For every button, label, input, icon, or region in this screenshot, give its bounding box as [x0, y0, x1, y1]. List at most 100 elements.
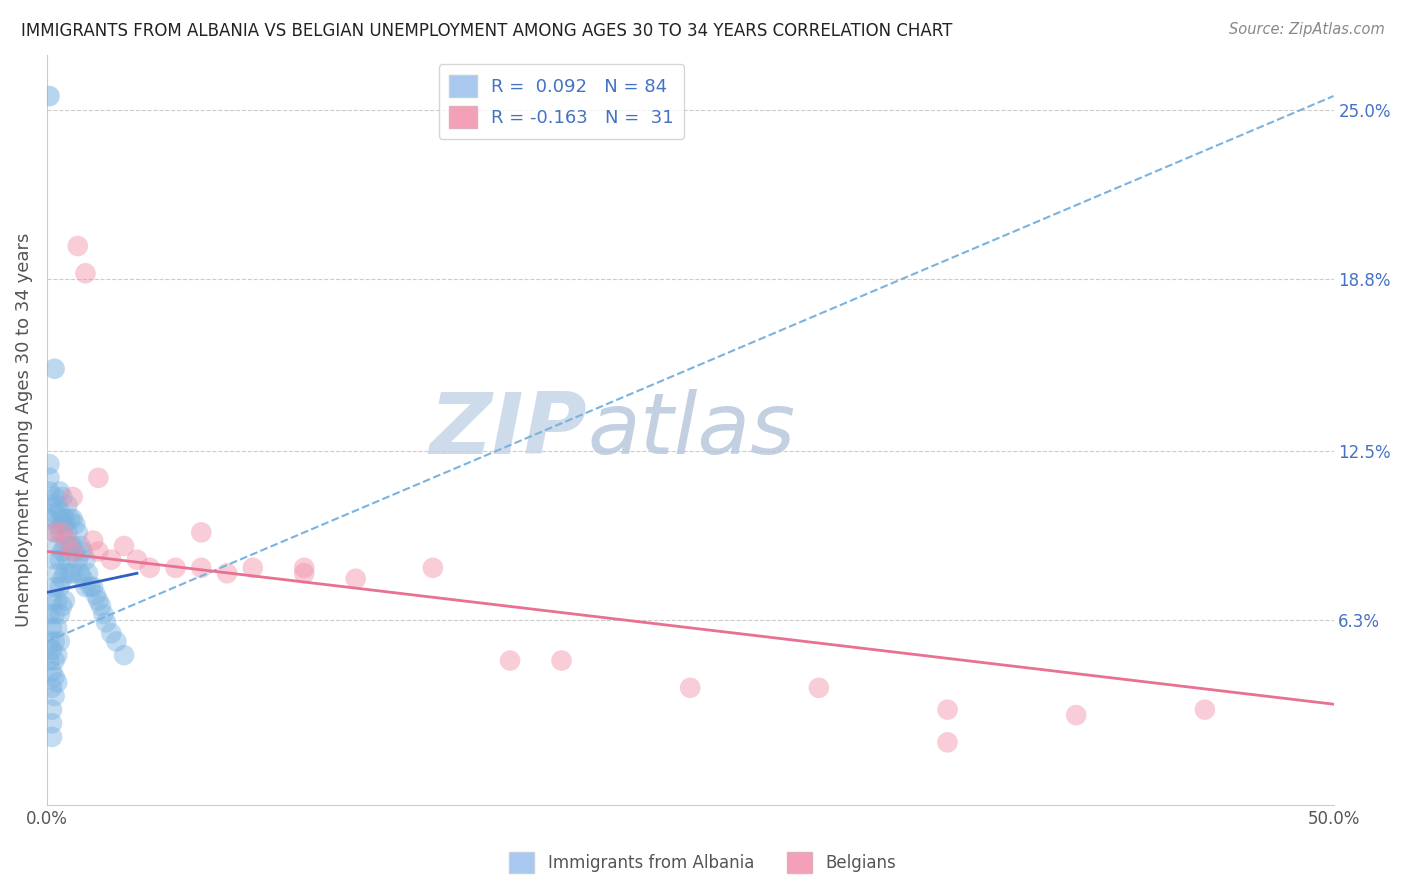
Point	[72, 572, 94, 586]
Point	[66, 552, 89, 566]
Point	[46, 621, 69, 635]
Point	[422, 561, 444, 575]
Point	[38, 89, 60, 103]
Point	[125, 552, 148, 566]
Point	[38, 654, 60, 668]
Legend: Immigrants from Albania, Belgians: Immigrants from Albania, Belgians	[503, 846, 903, 880]
Point	[499, 654, 522, 668]
Point	[1194, 703, 1216, 717]
Text: IMMIGRANTS FROM ALBANIA VS BELGIAN UNEMPLOYMENT AMONG AGES 30 TO 34 YEARS CORREL: IMMIGRANTS FROM ALBANIA VS BELGIAN UNEMP…	[21, 22, 952, 40]
Point	[49, 634, 72, 648]
Point	[38, 512, 60, 526]
Point	[87, 544, 110, 558]
Point	[41, 703, 63, 717]
Point	[41, 716, 63, 731]
Point	[44, 361, 66, 376]
Point	[51, 544, 73, 558]
Point	[56, 498, 79, 512]
Point	[51, 599, 73, 613]
Point	[59, 512, 82, 526]
Point	[90, 599, 112, 613]
Point	[38, 484, 60, 499]
Point	[100, 626, 122, 640]
Point	[38, 471, 60, 485]
Point	[44, 525, 66, 540]
Point	[93, 607, 115, 622]
Point	[292, 561, 315, 575]
Point	[66, 239, 89, 253]
Point	[44, 506, 66, 520]
Point	[105, 634, 128, 648]
Point	[46, 539, 69, 553]
Point	[94, 615, 117, 630]
Point	[51, 572, 73, 586]
Point	[44, 525, 66, 540]
Point	[44, 490, 66, 504]
Point	[51, 517, 73, 532]
Point	[75, 552, 97, 566]
Point	[44, 689, 66, 703]
Point	[51, 525, 73, 540]
Text: Source: ZipAtlas.com: Source: ZipAtlas.com	[1229, 22, 1385, 37]
Point	[62, 490, 84, 504]
Point	[49, 503, 72, 517]
Point	[87, 471, 110, 485]
Point	[59, 566, 82, 581]
Point	[44, 654, 66, 668]
Point	[62, 512, 84, 526]
Point	[679, 681, 702, 695]
Point	[292, 566, 315, 581]
Point	[59, 539, 82, 553]
Point	[62, 566, 84, 581]
Point	[44, 670, 66, 684]
Point	[38, 607, 60, 622]
Point	[62, 539, 84, 553]
Point	[82, 533, 104, 548]
Point	[69, 539, 91, 553]
Point	[44, 607, 66, 622]
Point	[44, 634, 66, 648]
Point	[56, 525, 79, 540]
Point	[53, 593, 76, 607]
Point	[38, 634, 60, 648]
Point	[1064, 708, 1087, 723]
Point	[38, 457, 60, 471]
Point	[66, 525, 89, 540]
Point	[77, 566, 100, 581]
Point	[344, 572, 367, 586]
Point	[53, 512, 76, 526]
Point	[53, 517, 76, 532]
Point	[41, 681, 63, 695]
Point	[46, 593, 69, 607]
Point	[62, 544, 84, 558]
Point	[79, 580, 101, 594]
Point	[44, 552, 66, 566]
Point	[75, 266, 97, 280]
Point	[936, 735, 959, 749]
Text: ZIP: ZIP	[430, 389, 588, 472]
Point	[100, 552, 122, 566]
Point	[44, 580, 66, 594]
Point	[51, 490, 73, 504]
Point	[46, 498, 69, 512]
Point	[53, 566, 76, 581]
Point	[53, 539, 76, 553]
Legend: R =  0.092   N = 84, R = -0.163   N =  31: R = 0.092 N = 84, R = -0.163 N = 31	[439, 64, 685, 139]
Point	[165, 561, 187, 575]
Point	[87, 593, 110, 607]
Point	[112, 648, 135, 662]
Point	[63, 517, 86, 532]
Point	[139, 561, 162, 575]
Point	[49, 484, 72, 499]
Point	[936, 703, 959, 717]
Point	[112, 539, 135, 553]
Point	[41, 621, 63, 635]
Point	[56, 533, 79, 548]
Point	[63, 544, 86, 558]
Point	[46, 675, 69, 690]
Point	[49, 580, 72, 594]
Point	[41, 642, 63, 657]
Point	[41, 730, 63, 744]
Point	[190, 561, 212, 575]
Point	[38, 498, 60, 512]
